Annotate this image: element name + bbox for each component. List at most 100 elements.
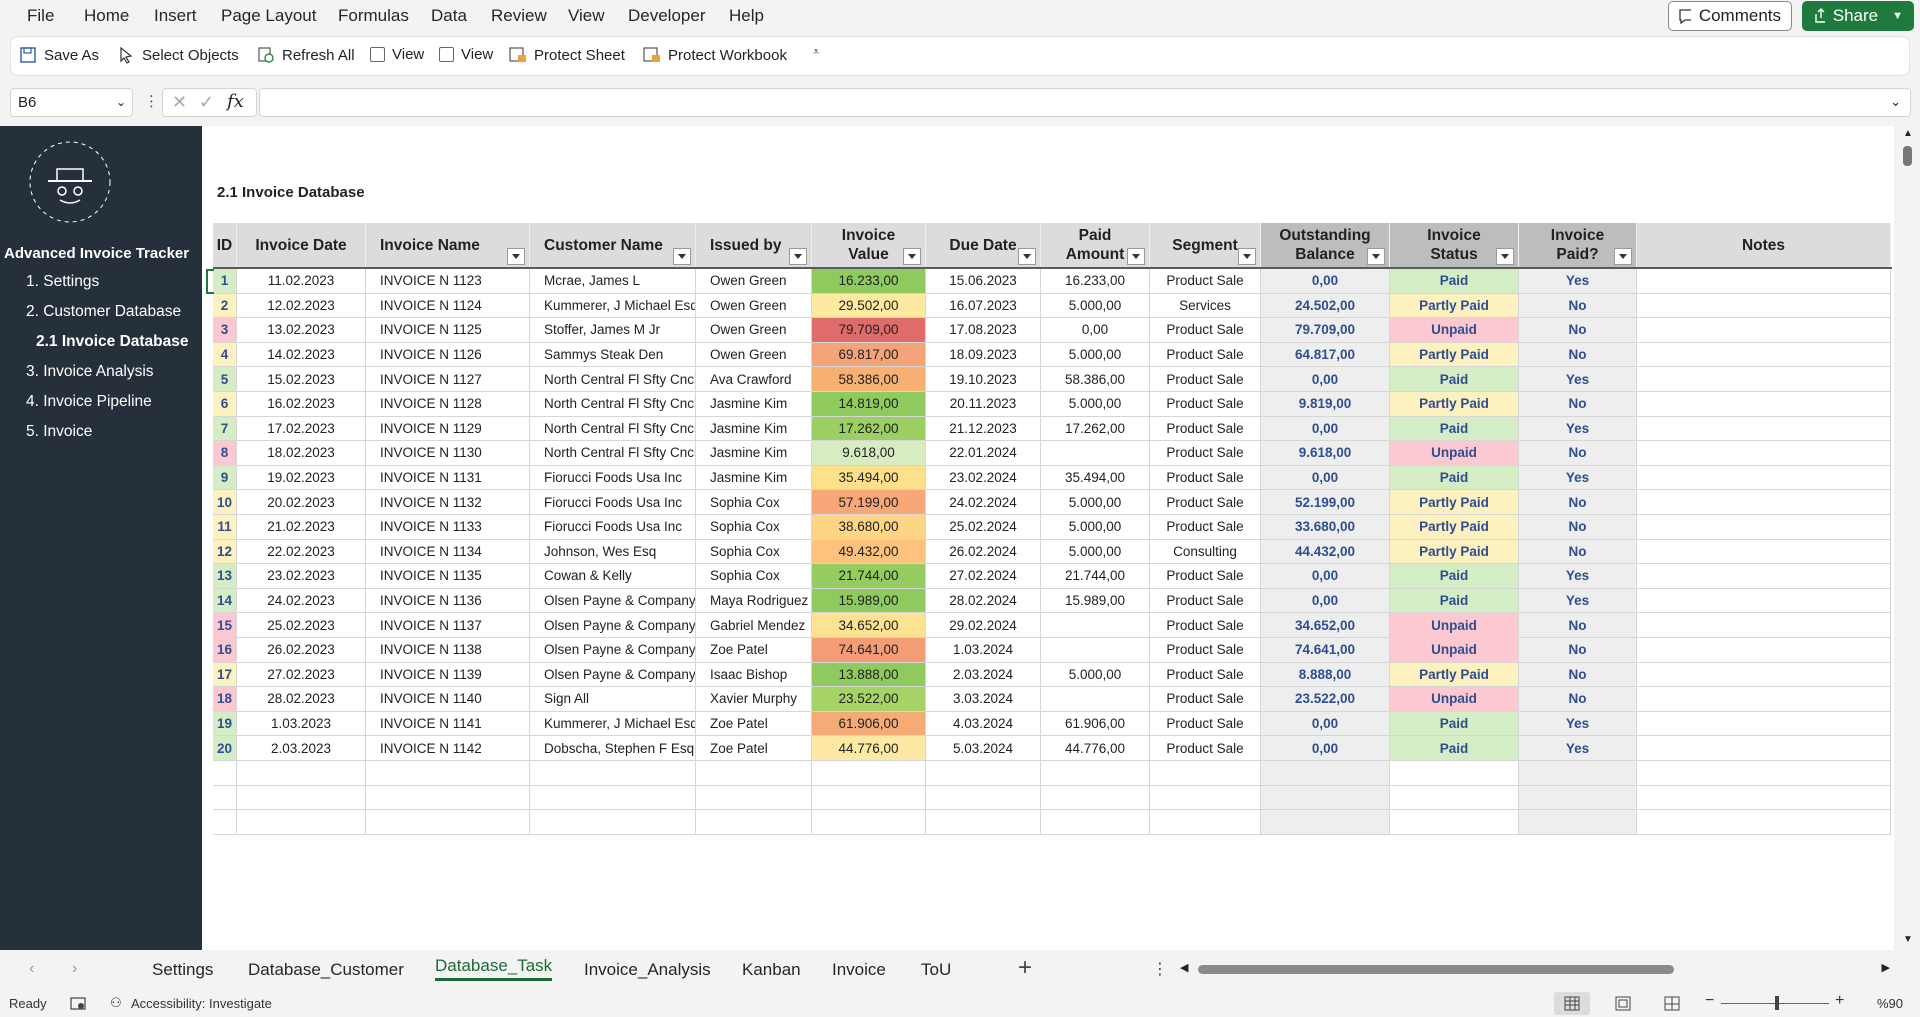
cell-issued-by[interactable]: Jasmine Kim bbox=[696, 416, 812, 442]
cell-customer-name[interactable]: Mcrae, James L bbox=[530, 269, 696, 294]
cell-invoice-date[interactable]: 20.02.2023 bbox=[237, 490, 366, 515]
column-header-invoice-value[interactable]: Invoice Value bbox=[812, 223, 926, 267]
cell-segment[interactable] bbox=[1150, 761, 1261, 786]
cell-invoice-status[interactable]: Paid bbox=[1390, 367, 1519, 392]
cell-customer-name[interactable]: Kummerer, J Michael Esq bbox=[530, 711, 696, 737]
cell-invoice-name[interactable]: INVOICE N 1134 bbox=[366, 539, 530, 565]
cell-invoice-name[interactable]: INVOICE N 1138 bbox=[366, 638, 530, 663]
cell-issued-by[interactable]: Zoe Patel bbox=[696, 736, 812, 761]
cell-invoice-status[interactable]: Unpaid bbox=[1390, 638, 1519, 663]
cell-invoice-paid[interactable] bbox=[1519, 810, 1637, 835]
cell-outstanding-balance[interactable]: 33.680,00 bbox=[1261, 515, 1390, 540]
cell-segment[interactable]: Product Sale bbox=[1150, 613, 1261, 638]
cell-paid-amount[interactable]: 5.000,00 bbox=[1041, 515, 1150, 540]
cell-id[interactable]: 7 bbox=[213, 416, 237, 442]
chevron-down-icon[interactable]: ⌄ bbox=[115, 95, 126, 109]
cell-segment[interactable]: Product Sale bbox=[1150, 416, 1261, 442]
cell-outstanding-balance[interactable] bbox=[1261, 761, 1390, 786]
cell-invoice-status[interactable] bbox=[1390, 785, 1519, 811]
cell-notes[interactable] bbox=[1637, 465, 1891, 491]
cell-paid-amount[interactable]: 5.000,00 bbox=[1041, 342, 1150, 368]
ribbon-more-icon[interactable]: ⩡ bbox=[813, 46, 820, 58]
cell-customer-name[interactable]: Stoffer, James M Jr bbox=[530, 318, 696, 343]
cell-invoice-status[interactable]: Unpaid bbox=[1390, 687, 1519, 712]
cell-id[interactable] bbox=[213, 785, 237, 811]
cell-segment[interactable]: Product Sale bbox=[1150, 269, 1261, 294]
sidebar-item-invoice[interactable]: 5. Invoice bbox=[26, 423, 93, 440]
cell-invoice-status[interactable]: Unpaid bbox=[1390, 441, 1519, 466]
cell-segment[interactable]: Product Sale bbox=[1150, 441, 1261, 466]
cell-invoice-name[interactable]: INVOICE N 1135 bbox=[366, 564, 530, 589]
cell-invoice-name[interactable]: INVOICE N 1124 bbox=[366, 293, 530, 319]
cell-invoice-value[interactable]: 44.776,00 bbox=[812, 736, 926, 761]
cell-customer-name[interactable]: Fiorucci Foods Usa Inc bbox=[530, 515, 696, 540]
cell-invoice-paid[interactable]: Yes bbox=[1519, 465, 1637, 491]
cell-segment[interactable]: Product Sale bbox=[1150, 465, 1261, 491]
cell-invoice-name[interactable]: INVOICE N 1141 bbox=[366, 711, 530, 737]
column-header-paid-amount[interactable]: Paid Amount bbox=[1041, 223, 1150, 267]
cell-paid-amount[interactable]: 5.000,00 bbox=[1041, 293, 1150, 319]
cell-invoice-value[interactable]: 23.522,00 bbox=[812, 687, 926, 712]
comments-button[interactable]: Comments bbox=[1668, 1, 1792, 31]
cell-notes[interactable] bbox=[1637, 638, 1891, 663]
cell-outstanding-balance[interactable]: 0,00 bbox=[1261, 367, 1390, 392]
cell-invoice-name[interactable]: INVOICE N 1123 bbox=[366, 269, 530, 294]
cell-invoice-value[interactable]: 9.618,00 bbox=[812, 441, 926, 466]
cell-id[interactable]: 3 bbox=[213, 318, 237, 343]
cell-notes[interactable] bbox=[1637, 441, 1891, 466]
cell-notes[interactable] bbox=[1637, 342, 1891, 368]
cell-issued-by[interactable]: Zoe Patel bbox=[696, 638, 812, 663]
cell-invoice-name[interactable]: INVOICE N 1132 bbox=[366, 490, 530, 515]
cell-invoice-date[interactable]: 24.02.2023 bbox=[237, 588, 366, 614]
cell-invoice-status[interactable]: Paid bbox=[1390, 416, 1519, 442]
function-icon[interactable]: fx bbox=[227, 91, 244, 112]
vertical-scrollbar[interactable]: ▲ ▼ bbox=[1896, 126, 1920, 950]
cell-outstanding-balance[interactable]: 44.432,00 bbox=[1261, 539, 1390, 565]
cell-invoice-paid[interactable]: Yes bbox=[1519, 367, 1637, 392]
cell-issued-by[interactable]: Xavier Murphy bbox=[696, 687, 812, 712]
cell-invoice-name[interactable]: INVOICE N 1131 bbox=[366, 465, 530, 491]
cell-notes[interactable] bbox=[1637, 539, 1891, 565]
cell-outstanding-balance[interactable]: 24.502,00 bbox=[1261, 293, 1390, 319]
cell-notes[interactable] bbox=[1637, 416, 1891, 442]
cell-segment[interactable]: Consulting bbox=[1150, 539, 1261, 565]
cell-invoice-value[interactable] bbox=[812, 810, 926, 835]
scroll-left-icon[interactable]: ◀ bbox=[1180, 962, 1189, 974]
cell-customer-name[interactable]: Olsen Payne & Company bbox=[530, 613, 696, 638]
cell-id[interactable]: 10 bbox=[213, 490, 237, 515]
cell-invoice-value[interactable]: 35.494,00 bbox=[812, 465, 926, 491]
cell-paid-amount[interactable]: 5.000,00 bbox=[1041, 662, 1150, 688]
cell-paid-amount[interactable]: 61.906,00 bbox=[1041, 711, 1150, 737]
cell-invoice-value[interactable]: 16.233,00 bbox=[812, 269, 926, 294]
cell-outstanding-balance[interactable]: 52.199,00 bbox=[1261, 490, 1390, 515]
cell-due-date[interactable]: 24.02.2024 bbox=[926, 490, 1041, 515]
cell-invoice-status[interactable]: Partly Paid bbox=[1390, 539, 1519, 565]
cell-notes[interactable] bbox=[1637, 515, 1891, 540]
cell-invoice-name[interactable]: INVOICE N 1137 bbox=[366, 613, 530, 638]
menu-formulas[interactable]: Formulas bbox=[338, 6, 409, 25]
cell-segment[interactable]: Product Sale bbox=[1150, 342, 1261, 368]
cell-invoice-value[interactable]: 21.744,00 bbox=[812, 564, 926, 589]
cell-notes[interactable] bbox=[1637, 392, 1891, 417]
cell-outstanding-balance[interactable]: 0,00 bbox=[1261, 564, 1390, 589]
cell-notes[interactable] bbox=[1637, 687, 1891, 712]
cell-invoice-value[interactable] bbox=[812, 785, 926, 811]
cell-segment[interactable]: Product Sale bbox=[1150, 736, 1261, 761]
add-sheet-icon[interactable]: + bbox=[1018, 954, 1033, 981]
cell-customer-name[interactable] bbox=[530, 785, 696, 811]
cell-invoice-status[interactable]: Partly Paid bbox=[1390, 662, 1519, 688]
cell-paid-amount[interactable] bbox=[1041, 761, 1150, 786]
cell-customer-name[interactable]: Sign All bbox=[530, 687, 696, 712]
zoom-in-icon[interactable]: + bbox=[1835, 992, 1845, 1009]
cell-segment[interactable]: Product Sale bbox=[1150, 490, 1261, 515]
cell-outstanding-balance[interactable]: 0,00 bbox=[1261, 588, 1390, 614]
refresh-all-button[interactable]: Refresh All bbox=[257, 46, 355, 64]
share-button[interactable]: Share ▼ bbox=[1802, 1, 1914, 31]
menu-developer[interactable]: Developer bbox=[628, 6, 706, 25]
cell-paid-amount[interactable]: 16.233,00 bbox=[1041, 269, 1150, 294]
column-header-id[interactable]: ID bbox=[213, 223, 237, 267]
cell-outstanding-balance[interactable]: 0,00 bbox=[1261, 416, 1390, 442]
cell-invoice-value[interactable]: 34.652,00 bbox=[812, 613, 926, 638]
cell-customer-name[interactable]: Fiorucci Foods Usa Inc bbox=[530, 465, 696, 491]
cell-id[interactable]: 8 bbox=[213, 441, 237, 466]
